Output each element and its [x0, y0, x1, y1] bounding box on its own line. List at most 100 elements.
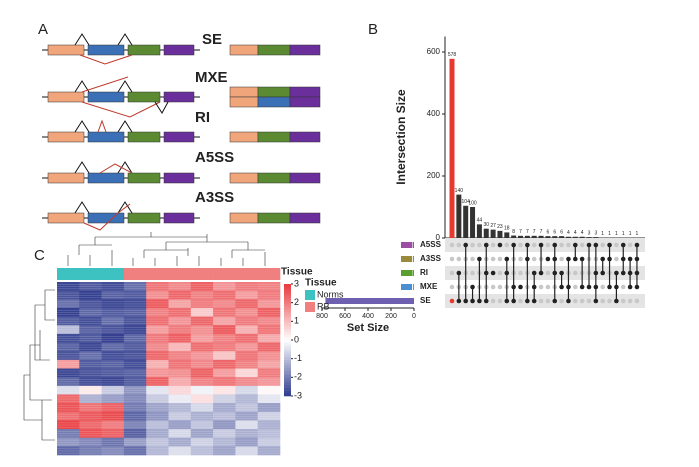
heat-stripe [190, 320, 214, 322]
heat-cell [257, 385, 281, 395]
heat-stripe [57, 379, 80, 380]
heat-stripe [123, 400, 147, 402]
heat-stripe [168, 349, 191, 350]
heat-stripe [146, 374, 169, 376]
color-bar [284, 348, 291, 352]
matrix-dot [614, 256, 619, 262]
heat-cell [213, 403, 236, 413]
heat-stripe [101, 424, 124, 426]
color-bar [284, 337, 291, 341]
heat-stripe [235, 400, 258, 402]
matrix-dot [545, 270, 551, 276]
heat-stripe [190, 329, 214, 331]
color-bar [284, 351, 291, 355]
matrix-dot [607, 298, 612, 304]
heat-stripe [168, 362, 191, 363]
heat-stripe [146, 407, 169, 409]
heat-cell [257, 437, 281, 447]
heat-stripe [123, 310, 147, 311]
heat-stripe [101, 336, 124, 337]
heat-stripe [123, 362, 147, 363]
heat-stripe [168, 294, 191, 296]
heat-cell [257, 351, 281, 361]
matrix-dot [504, 242, 510, 248]
heat-cell [79, 385, 102, 395]
heat-stripe [123, 353, 147, 354]
y-tick-label: 600 [427, 47, 441, 56]
heat-stripe [79, 312, 102, 313]
heat-stripe [168, 442, 191, 443]
bar [579, 236, 585, 238]
exon [47, 212, 85, 224]
heat-stripe [213, 374, 236, 376]
matrix-dot [470, 270, 475, 276]
heat-stripe [79, 355, 102, 357]
heat-stripe [168, 346, 191, 348]
heat-cell [235, 299, 258, 309]
heat-stripe [57, 329, 80, 331]
heat-stripe [213, 292, 236, 294]
value-label: 578 [448, 52, 457, 58]
heat-cell [235, 342, 258, 352]
set-axis-label: Set Size [347, 322, 389, 334]
junction [74, 201, 133, 214]
heat-cell [213, 299, 236, 309]
color-bar [284, 379, 291, 383]
heat-stripe [257, 340, 280, 341]
color-tick-label: -2 [294, 372, 302, 382]
heat-stripe [57, 392, 80, 393]
heat-stripe [168, 305, 191, 307]
heat-cell [257, 307, 281, 317]
heat-stripe [257, 381, 280, 383]
heat-stripe [190, 435, 214, 437]
heat-stripe [257, 312, 280, 313]
heat-stripe [168, 336, 191, 337]
heat-stripe [190, 431, 214, 432]
heat-stripe [101, 314, 124, 316]
matrix-dot [620, 284, 626, 290]
heat-cell [79, 446, 102, 456]
legend-swatch [305, 290, 315, 300]
heat-stripe [146, 396, 169, 398]
heat-stripe [101, 405, 124, 406]
heat-stripe [101, 303, 124, 305]
heat-stripe [57, 288, 80, 290]
heat-cell [79, 325, 102, 335]
heat-cell [79, 282, 102, 291]
color-bar [284, 370, 291, 374]
heat-stripe [168, 448, 191, 450]
heat-stripe [123, 450, 147, 452]
heat-stripe [235, 364, 258, 365]
heat-stripe [57, 452, 80, 454]
heat-stripe [57, 297, 80, 298]
set-swatch [401, 256, 412, 262]
color-bar [284, 309, 291, 313]
heat-stripe [57, 383, 80, 385]
color-tick-label: 3 [294, 278, 299, 288]
heat-stripe [257, 284, 280, 285]
heat-stripe [79, 422, 102, 424]
heat-stripe [123, 383, 147, 385]
heat-cell [79, 368, 102, 378]
heat-cell [213, 359, 236, 369]
heat-stripe [79, 431, 102, 432]
heat-stripe [123, 312, 147, 313]
heat-cell [123, 385, 147, 395]
heat-stripe [235, 413, 258, 415]
heat-cell [190, 437, 214, 447]
heat-stripe [123, 418, 147, 419]
heat-stripe [123, 444, 147, 445]
heat-stripe [123, 381, 147, 383]
heat-stripe [79, 374, 102, 376]
heat-cell [146, 403, 169, 413]
exon [257, 96, 291, 108]
exon [229, 212, 259, 224]
heat-stripe [235, 344, 258, 346]
heat-cell [101, 403, 125, 413]
heat-stripe [79, 416, 102, 417]
heat-stripe [146, 392, 169, 393]
heat-stripe [235, 340, 258, 341]
heat-stripe [257, 331, 280, 333]
heat-stripe [235, 288, 258, 290]
heat-stripe [123, 426, 147, 428]
